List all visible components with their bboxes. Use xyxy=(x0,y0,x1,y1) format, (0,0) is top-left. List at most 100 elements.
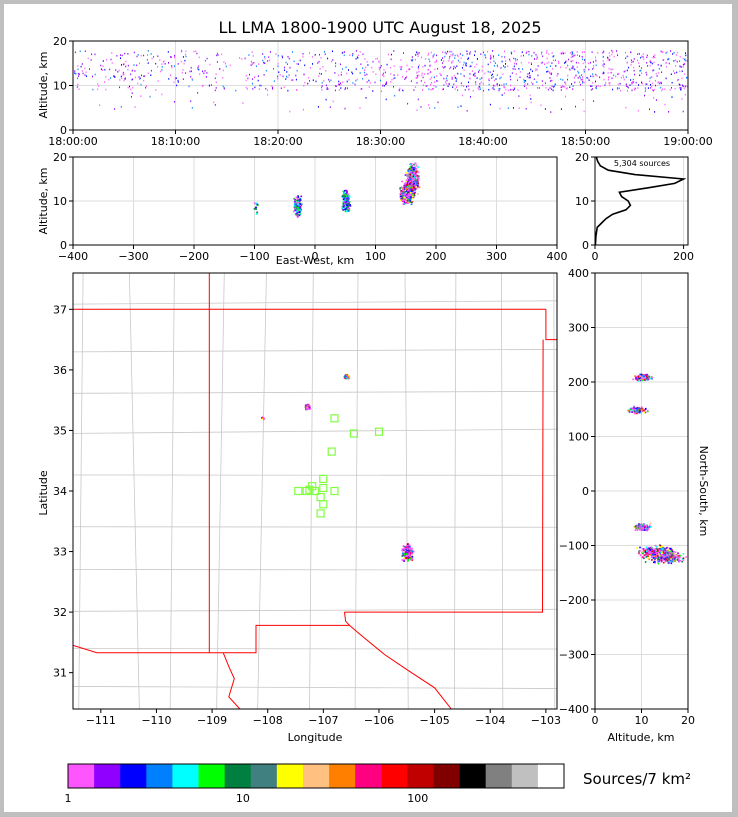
ns-point xyxy=(654,561,656,563)
mid-point xyxy=(413,176,416,179)
mid-point xyxy=(412,195,414,197)
mid-point xyxy=(348,195,351,197)
ns-point xyxy=(672,557,674,560)
mid-point xyxy=(411,192,414,195)
ns-ytick-label: −400 xyxy=(559,703,589,716)
mid-point xyxy=(401,194,404,197)
top-point xyxy=(254,76,255,78)
ns-point xyxy=(634,410,637,412)
top-point xyxy=(312,63,313,65)
mid-point xyxy=(410,197,412,199)
top-point xyxy=(499,84,501,86)
top-point xyxy=(535,69,537,72)
top-point xyxy=(634,73,636,76)
top-point xyxy=(417,66,419,68)
map-source-point xyxy=(406,543,409,546)
mid-point xyxy=(408,187,411,190)
ns-point xyxy=(665,551,668,553)
top-point xyxy=(578,62,580,64)
border-river xyxy=(222,652,241,709)
top-point xyxy=(289,110,291,113)
top-point xyxy=(632,81,633,83)
top-ytick-label: 0 xyxy=(60,124,67,137)
mid-point xyxy=(253,207,256,210)
top-point xyxy=(428,88,430,90)
top-point xyxy=(174,78,176,81)
ns-point xyxy=(676,559,679,561)
map-source-point xyxy=(344,375,346,378)
top-point xyxy=(682,85,684,88)
ns-point xyxy=(645,546,648,548)
mid-point xyxy=(399,195,402,198)
top-point xyxy=(660,64,662,67)
ns-point xyxy=(657,561,659,563)
ns-point xyxy=(636,377,639,379)
colorbar-cell xyxy=(250,764,278,788)
mid-point xyxy=(406,196,409,199)
top-point xyxy=(352,53,354,55)
top-point xyxy=(569,86,571,88)
mid-point xyxy=(346,208,348,210)
ns-point xyxy=(661,548,664,550)
ns-point xyxy=(639,524,642,527)
map-source-point xyxy=(409,558,412,561)
top-point xyxy=(130,73,132,76)
map-source-point xyxy=(401,559,404,561)
mid-point xyxy=(296,200,299,202)
figure-frame xyxy=(4,4,732,812)
ns-point xyxy=(650,554,652,556)
top-point xyxy=(74,51,76,54)
top-point xyxy=(629,84,631,86)
map-source-point xyxy=(407,556,410,559)
ns-point xyxy=(642,529,644,532)
top-point xyxy=(190,100,192,102)
top-point xyxy=(216,54,218,57)
ns-point xyxy=(638,411,640,414)
top-point xyxy=(421,56,422,59)
top-point xyxy=(120,57,121,59)
map-axes-box xyxy=(72,272,558,710)
top-point xyxy=(382,84,384,87)
top-point xyxy=(582,99,584,101)
top-point xyxy=(271,85,273,87)
mid-ytick-label: 0 xyxy=(60,239,67,252)
top-point xyxy=(331,60,333,63)
top-point xyxy=(457,55,459,58)
map-ytick-label: 34 xyxy=(53,485,67,498)
top-point xyxy=(174,76,176,79)
top-point xyxy=(368,86,370,88)
top-point xyxy=(572,67,574,69)
mid-point xyxy=(416,185,419,187)
top-point xyxy=(560,52,562,55)
ns-point xyxy=(644,373,647,376)
top-point xyxy=(285,61,287,64)
top-point xyxy=(322,66,324,68)
top-point xyxy=(417,67,419,70)
top-point xyxy=(646,62,648,64)
mid-point xyxy=(343,206,345,208)
ns-point xyxy=(628,408,631,411)
mid-point xyxy=(347,201,349,204)
mid-point xyxy=(413,194,416,197)
ns-point xyxy=(639,374,641,377)
top-point xyxy=(264,56,266,58)
top-point xyxy=(544,108,546,110)
mid-point xyxy=(413,186,415,188)
top-point xyxy=(582,80,584,83)
top-point xyxy=(379,68,380,71)
top-point xyxy=(106,58,108,61)
top-point xyxy=(574,54,576,57)
mid-point xyxy=(410,203,413,206)
top-point xyxy=(581,74,583,76)
map-source-point xyxy=(404,549,407,552)
top-point xyxy=(420,80,422,82)
top-point xyxy=(630,64,632,66)
top-point xyxy=(579,77,581,79)
ns-point xyxy=(660,558,662,560)
ns-point xyxy=(642,549,645,552)
mid-point xyxy=(406,183,408,185)
top-point xyxy=(190,66,192,69)
top-point xyxy=(510,88,512,91)
ns-point xyxy=(658,554,661,557)
mid-point xyxy=(414,174,417,176)
